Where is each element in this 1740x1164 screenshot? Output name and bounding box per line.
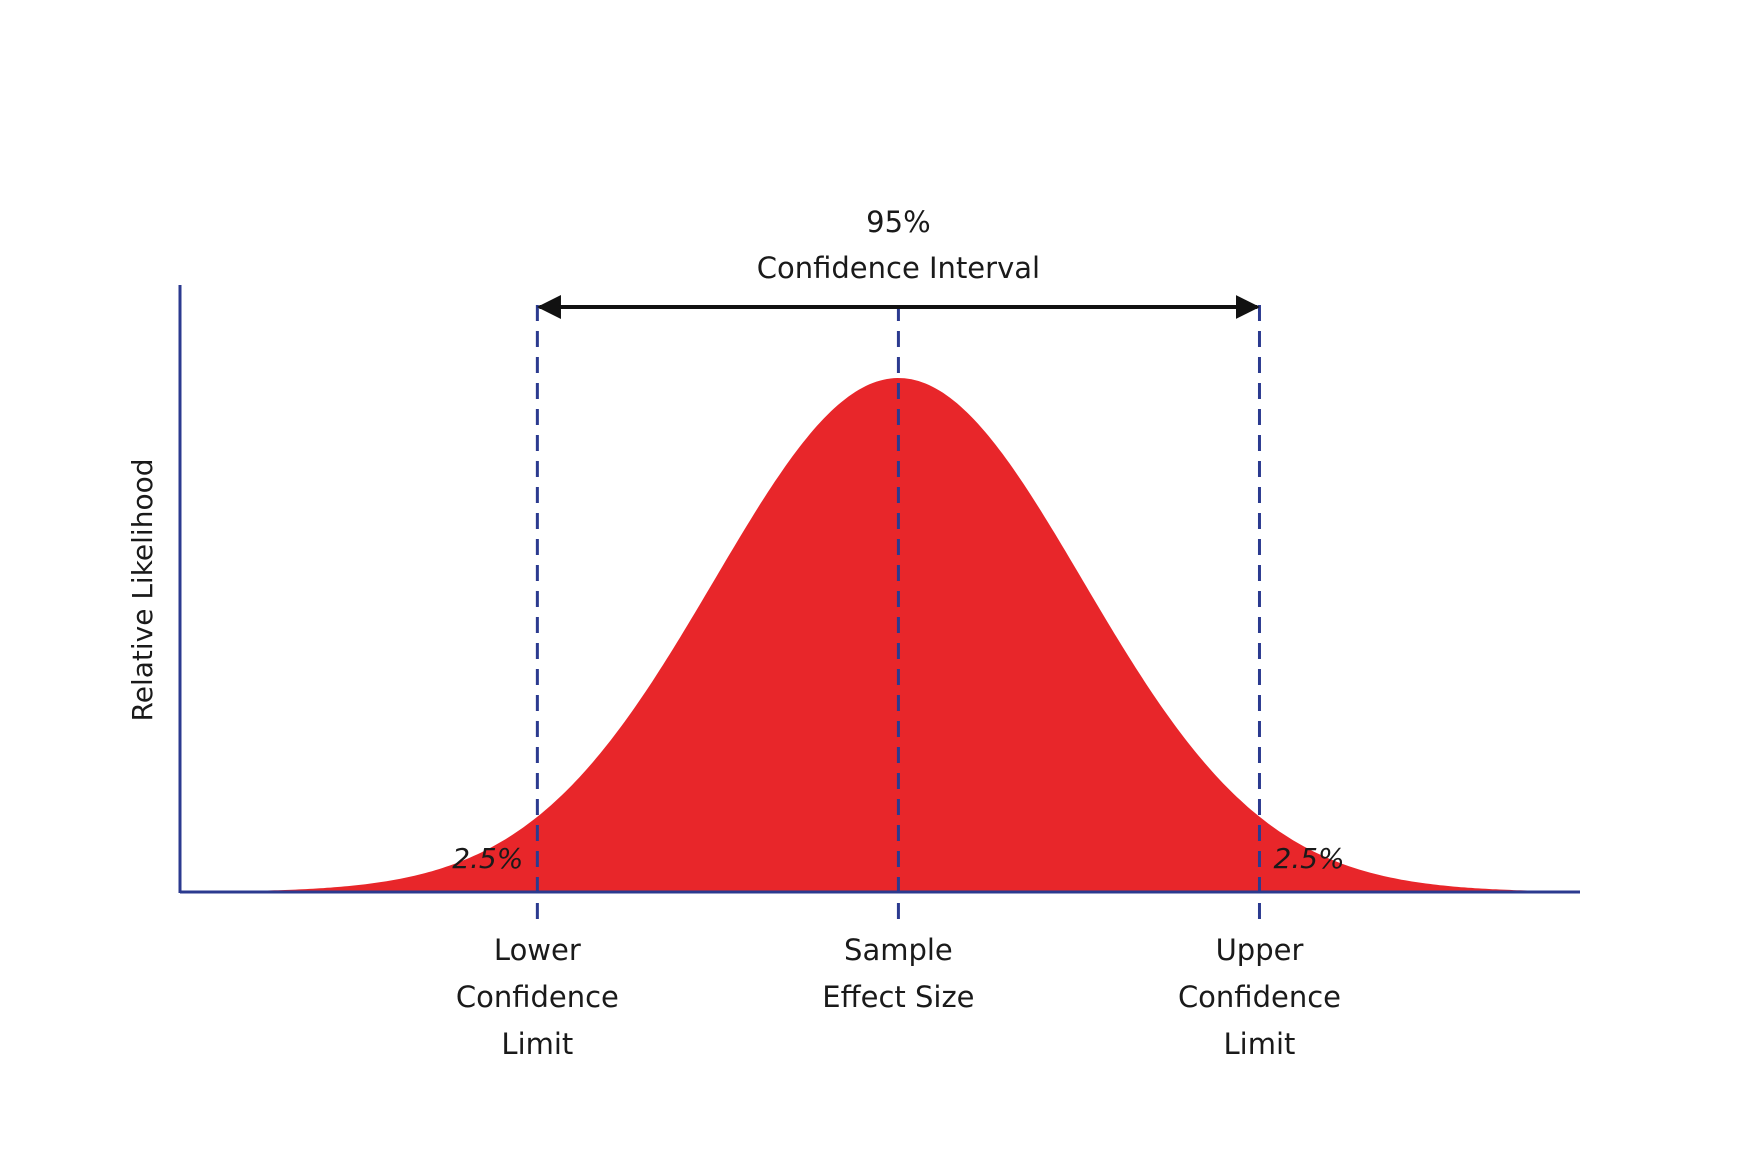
distribution-curve-area [180,378,1580,892]
lower-limit-label-line-2: Confidence [456,980,619,1014]
upper-limit-label-line-3: Limit [1224,1027,1296,1061]
left-tail-label: 2.5% [452,842,523,875]
upper-limit-label-line-2: Confidence [1178,980,1341,1014]
confidence-level-label: 95% [866,205,930,239]
upper-limit-label-line-1: Upper [1216,933,1304,967]
right-tail-label: 2.5% [1273,842,1344,875]
confidence-interval-label: Confidence Interval [757,251,1040,285]
sample-effect-label-line-2: Effect Size [822,980,974,1014]
y-axis-label: Relative Likelihood [126,459,159,722]
sample-effect-label-line-1: Sample [844,933,953,967]
lower-limit-label-line-3: Limit [501,1027,573,1061]
lower-limit-label-line-1: Lower [494,933,581,967]
